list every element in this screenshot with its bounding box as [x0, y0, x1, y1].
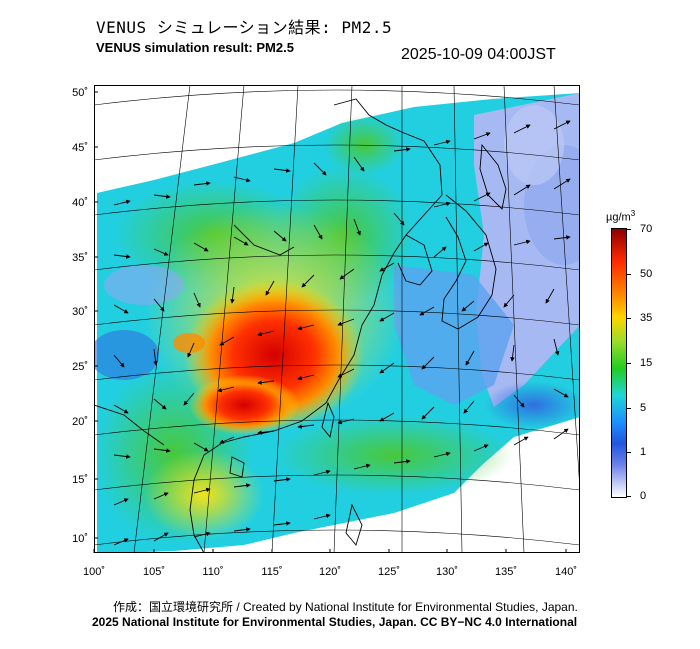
graticule [94, 85, 580, 553]
colorbar-label-1: 1 [640, 446, 647, 458]
lon-label-140: 140˚ [555, 566, 577, 578]
colorbar [611, 228, 627, 498]
colorbar-label-35: 35 [640, 312, 653, 324]
timestamp: 2025-10-09 04:00JST [401, 46, 556, 63]
lon-label-115: 115˚ [261, 566, 282, 578]
lat-ticks [94, 91, 98, 539]
lon-label-135: 135˚ [495, 566, 517, 578]
lon-label-110: 110˚ [202, 566, 223, 578]
lat-label-20: 20˚ [72, 416, 88, 428]
colorbar-label-50: 50 [640, 268, 653, 280]
colorbar-unit-exponent: 3 [630, 209, 636, 218]
lat-label-15: 15˚ [72, 474, 88, 486]
colorbar-label-70: 70 [640, 223, 653, 235]
lat-label-35: 35˚ [72, 252, 88, 264]
lon-label-120: 120˚ [319, 566, 341, 578]
lat-label-40: 40˚ [72, 197, 88, 209]
coastlines [94, 98, 507, 553]
title-english: VENUS simulation result: PM2.5 [96, 40, 294, 55]
colorbar-tick [626, 318, 631, 319]
lon-label-130: 130˚ [436, 566, 458, 578]
colorbar-tick [626, 408, 631, 409]
title-japanese: VENUS シミュレーション結果: PM2.5 [96, 18, 393, 37]
colorbar-label-5: 5 [640, 402, 647, 414]
colorbar-unit-base: µg/m [606, 211, 631, 224]
colorbar-tick [626, 363, 631, 364]
credit-line-1: 作成：国立環境研究所 / Created by National Institu… [113, 600, 578, 614]
colorbar-tick [626, 496, 631, 497]
lat-label-45: 45˚ [72, 142, 88, 154]
lon-label-125: 125˚ [378, 566, 400, 578]
colorbar-label-15: 15 [640, 357, 653, 369]
colorbar-tick [626, 452, 631, 453]
credit-line-2: 2025 National Institute for Environmenta… [92, 615, 578, 629]
colorbar-label-0: 0 [640, 490, 647, 502]
lon-ticks [93, 549, 567, 553]
lon-label-100: 100˚ [83, 566, 105, 578]
colorbar-tick [626, 274, 631, 275]
wind-vectors [113, 120, 571, 546]
pm25-map [94, 85, 580, 553]
lat-label-25: 25˚ [72, 361, 88, 373]
colorbar-tick [626, 229, 631, 230]
lat-label-30: 30˚ [72, 306, 88, 318]
lat-label-10: 10˚ [72, 533, 88, 545]
colorbar-unit: µg/m3 [606, 209, 635, 224]
lat-label-50: 50˚ [72, 87, 88, 99]
lon-label-105: 105˚ [143, 566, 165, 578]
